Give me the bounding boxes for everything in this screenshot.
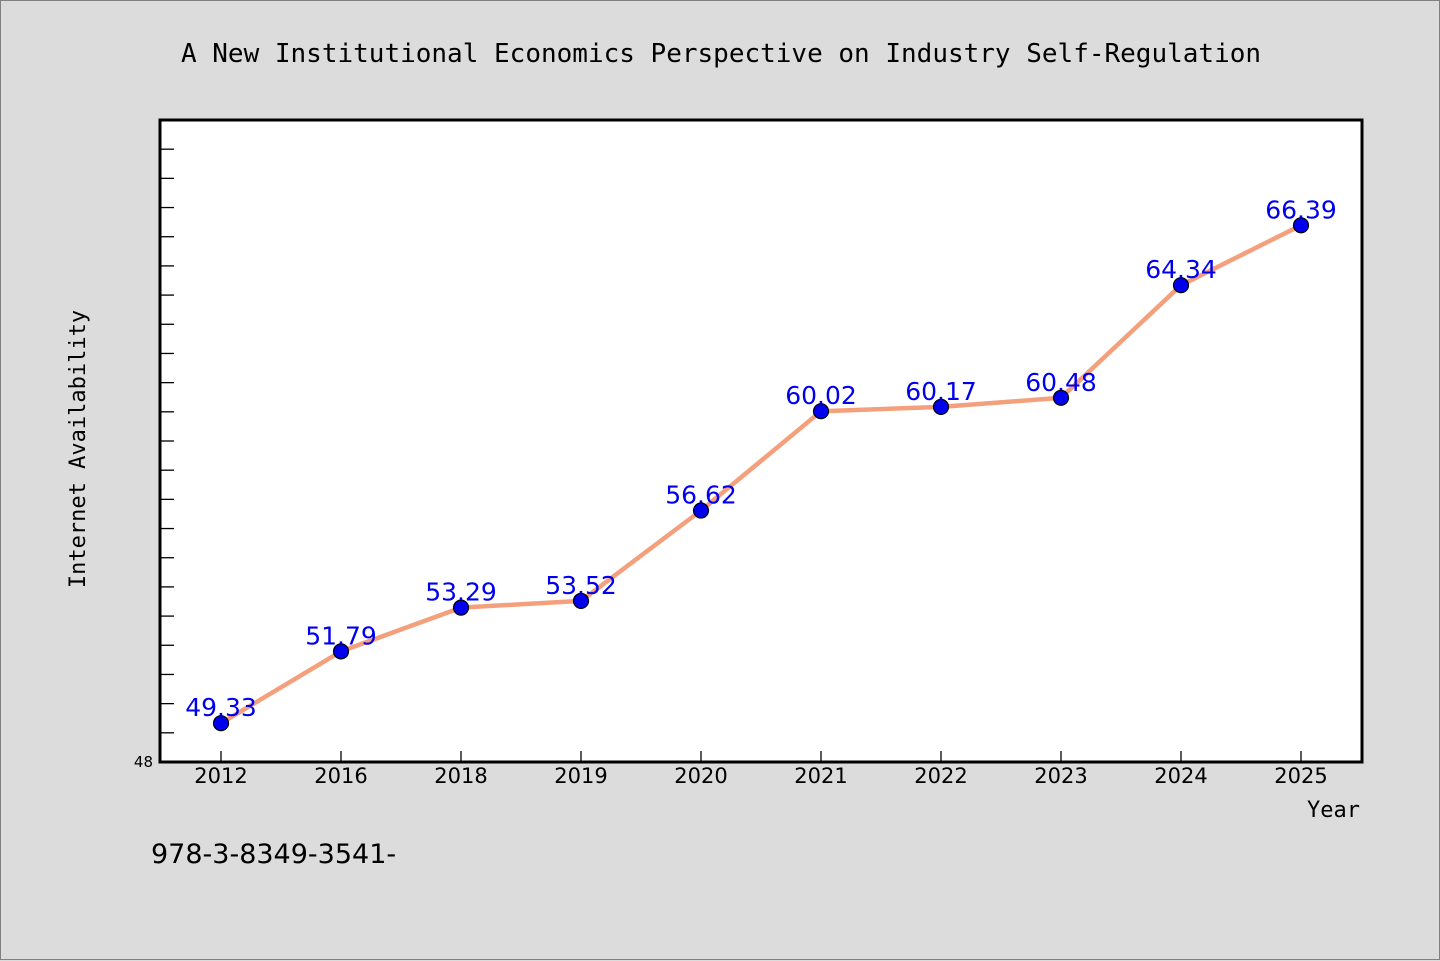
x-tick-label: 2023	[1034, 764, 1087, 788]
plot-area	[158, 118, 1364, 764]
x-tick-label: 2019	[554, 764, 607, 788]
footer-identifier: 978-3-8349-3541-	[151, 839, 396, 870]
y-axis-min-label: 48	[134, 753, 153, 771]
chart-title: A New Institutional Economics Perspectiv…	[181, 39, 1261, 69]
x-tick-label: 2022	[914, 764, 967, 788]
data-point	[812, 403, 830, 420]
y-axis-ticks	[160, 148, 174, 734]
x-tick-label: 2012	[194, 764, 247, 788]
y-axis-label: Internet Availability	[66, 310, 91, 588]
data-point	[1172, 277, 1190, 294]
data-point	[452, 599, 470, 616]
data-point	[572, 592, 590, 610]
x-tick-label: 2018	[434, 764, 487, 788]
x-tick-label: 2021	[794, 764, 847, 788]
x-tick-label: 2016	[314, 764, 367, 788]
x-axis-ticks	[220, 751, 1302, 762]
data-point	[1052, 389, 1070, 406]
x-axis-tick-labels: 2012 2016 2018 2019 2020 2021 2022 2023 2024 2025	[194, 764, 1327, 788]
x-tick-label: 2024	[1154, 764, 1207, 788]
series-line	[218, 223, 1304, 726]
x-axis-label: Year	[1307, 798, 1360, 823]
data-point	[932, 398, 950, 415]
data-point	[212, 715, 230, 732]
data-point	[332, 643, 350, 660]
x-tick-label: 2020	[674, 764, 727, 788]
series-markers	[212, 217, 1310, 732]
data-point	[692, 502, 710, 519]
x-tick-label: 2025	[1274, 764, 1327, 788]
data-point	[1292, 217, 1310, 234]
